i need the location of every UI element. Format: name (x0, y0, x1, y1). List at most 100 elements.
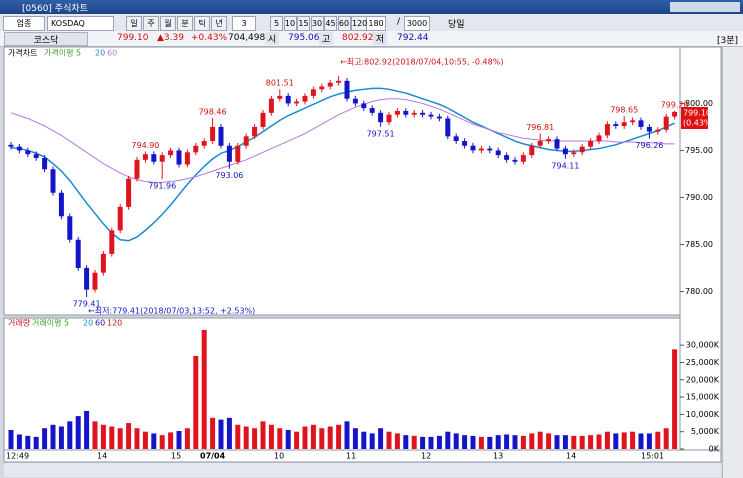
volume-bar (294, 431, 300, 449)
volume-bar (579, 435, 585, 449)
candle-body (319, 86, 325, 90)
volume-bar (378, 428, 384, 449)
side-toolbar[interactable] (722, 47, 743, 478)
y-tick-label: 800.00 (685, 99, 713, 108)
x-label: 14 (97, 452, 107, 461)
window-title: [0560] 주식차트 (22, 4, 88, 14)
open: 795.06 (288, 33, 320, 43)
candle-body (613, 124, 619, 126)
volume-bar (478, 436, 484, 449)
candle-body (50, 169, 56, 193)
interval[interactable]: 3 (232, 16, 256, 31)
minute-button[interactable]: 5 (270, 16, 283, 31)
period-button[interactable]: 분 (177, 16, 193, 31)
x-label: 15 (171, 452, 181, 461)
volume-bar (201, 329, 207, 449)
candle-body (218, 126, 224, 146)
x-label: 07/04 (200, 452, 226, 461)
low-label: 797.51 (367, 129, 395, 138)
candle-body (285, 95, 291, 104)
candle-body (176, 150, 182, 165)
high-label: 801.51 (266, 79, 294, 88)
volume-ma-label: 거래이평 5 (32, 318, 69, 328)
high-label: 799.20 (661, 100, 689, 109)
rate: +0.43% (191, 33, 228, 43)
volume-bar (520, 435, 526, 449)
candle-body (159, 155, 165, 162)
today-check[interactable]: 당일 (448, 20, 465, 30)
volume-bar (210, 417, 216, 449)
minute-button[interactable]: 10 (283, 16, 297, 31)
x-label: 13 (493, 452, 503, 461)
candle-body (588, 141, 594, 147)
x-label: 10 (274, 452, 284, 461)
volume-bar (571, 435, 577, 449)
volume-bar (436, 435, 442, 449)
volume-bar (420, 436, 426, 449)
volume-bar (142, 431, 148, 449)
period-button[interactable]: 년 (211, 16, 227, 31)
candle-body (604, 124, 610, 136)
candle-body (621, 122, 627, 126)
candle-body (168, 150, 174, 156)
candle-body (630, 120, 636, 123)
minute-button[interactable]: 30 (310, 16, 324, 31)
price-pane (3, 46, 681, 316)
volume-bar (453, 433, 459, 449)
high-label: 고 (319, 32, 333, 45)
volume-bar (588, 435, 594, 449)
high: 802.92 (342, 33, 374, 43)
minute-button[interactable]: 60 (337, 16, 351, 31)
min-annotation: ←최저:779.41(2018/07/03,13:52, +2.53%) (88, 306, 255, 316)
volume-bar (92, 421, 98, 449)
volume-bar (285, 429, 291, 449)
index-name[interactable]: 코스닥 (4, 32, 88, 46)
volume-bar (327, 426, 333, 449)
candle-body (117, 206, 123, 231)
volume-bar (109, 426, 115, 449)
volume-bar (621, 432, 627, 449)
minute-button[interactable]: 15 (297, 16, 310, 31)
market-type[interactable]: 업종 (3, 16, 45, 31)
candle-body (529, 145, 535, 156)
candle-body (453, 136, 459, 142)
volume-bar (672, 349, 678, 449)
volume-bar (100, 424, 106, 449)
ma-label: 가격이평 5 (44, 48, 81, 58)
volume-bar (126, 423, 132, 449)
minute-button[interactable]: 120 (351, 16, 367, 31)
y-tick-label: 790.00 (685, 193, 713, 202)
volume: 704,498 (228, 33, 266, 43)
scroll-bar[interactable] (4, 463, 721, 477)
low-label: 796.26 (635, 141, 663, 150)
period-button[interactable]: 틱 (194, 16, 210, 31)
volume-bar (16, 434, 22, 449)
volume-bar (470, 435, 476, 449)
candle-body (445, 118, 451, 137)
total[interactable]: 3000 (404, 16, 430, 31)
volume-bar (8, 429, 14, 449)
candle-body (235, 145, 241, 162)
volume-bar (344, 421, 350, 449)
price-box-rate: (0.43%) (683, 119, 715, 128)
title-buttons[interactable] (670, 2, 740, 12)
candle-body (226, 145, 232, 162)
ma-legend: 20 (95, 49, 105, 58)
minute-button[interactable]: 45 (324, 16, 337, 31)
high-label: 798.46 (199, 107, 227, 116)
low: 792.44 (397, 33, 429, 43)
volume-bar (84, 410, 90, 449)
period-button[interactable]: 일 (126, 16, 142, 31)
candle-body (277, 95, 283, 99)
x-label: 15:01 (641, 452, 664, 461)
volume-bar (352, 428, 358, 449)
market-select[interactable]: KOSDAQ (47, 16, 114, 31)
y-tick-label: 10,000K (686, 410, 720, 419)
volume-bar (386, 431, 392, 449)
volume-bar (369, 433, 375, 449)
low-label: 779.41 (73, 300, 101, 309)
volume-bar (646, 433, 652, 449)
period-button[interactable]: 월 (160, 16, 176, 31)
volume-bar (638, 433, 644, 449)
period-button[interactable]: 주 (143, 16, 159, 31)
